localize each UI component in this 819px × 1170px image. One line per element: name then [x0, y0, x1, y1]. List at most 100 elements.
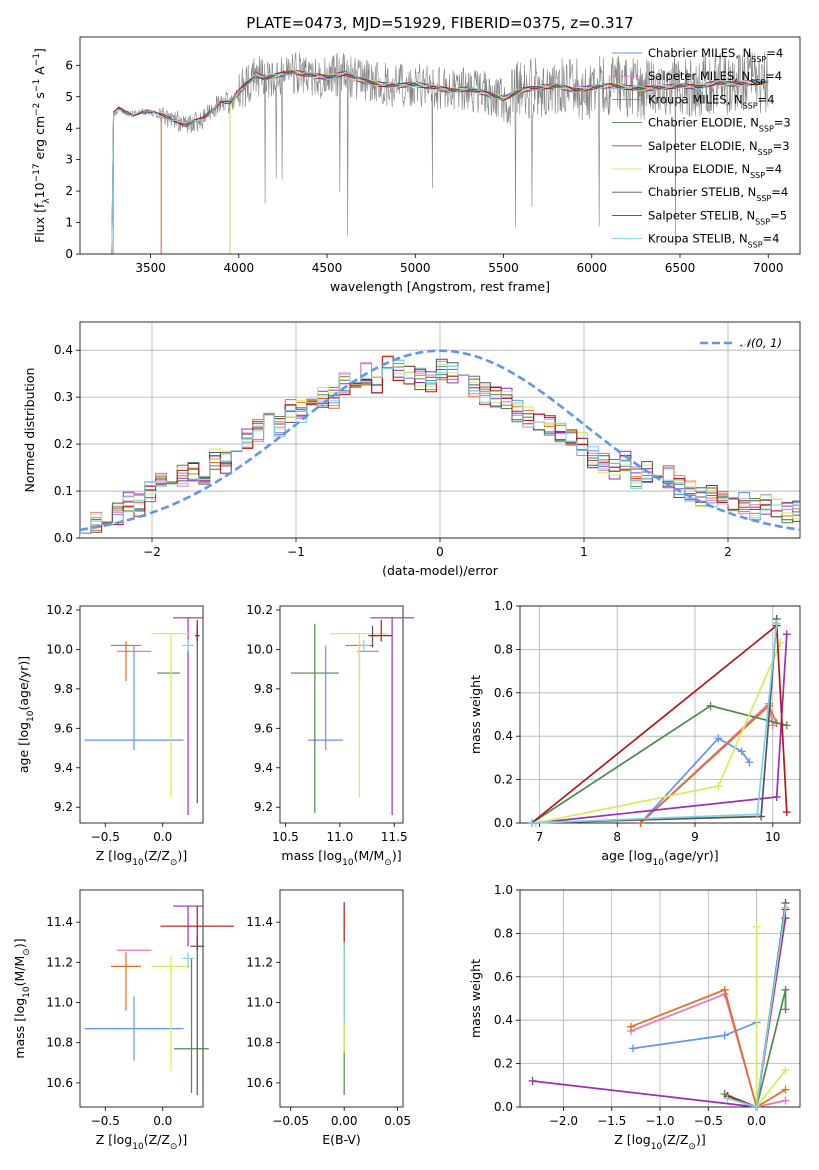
- weight-marker: [782, 721, 791, 730]
- legend-n-prefix: N: [734, 92, 743, 106]
- mass-weight-vs-metallicity-panel: −2.0 −1.5 −1.0 −0.5 0.0 0.0 0.2 0.4 0.6 0.8 1.0 Z […: [468, 883, 801, 1152]
- x-tick-label: −1.5: [597, 1114, 626, 1128]
- y-tick-label: 0.2: [54, 437, 73, 451]
- y-axis-label-post: (age/yr)]: [16, 656, 31, 711]
- legend-n-prefix: N: [741, 162, 750, 176]
- x-axis-label-sub: 10: [132, 858, 144, 868]
- y-tick-label: 9.8: [54, 682, 73, 696]
- y-axis-label-exp3: −1: [32, 79, 42, 92]
- mass-vs-extinction-panel: −0.05 0.00 0.05 10.6 10.8 11.0 11.2 11.4 E(B-V): [246, 889, 411, 1147]
- legend-entry: Chabrier STELIB, NSSP=4: [648, 185, 788, 203]
- y-tick-label: 0.2: [494, 1057, 513, 1071]
- legend-entry: 𝒩(0, 1): [740, 336, 782, 350]
- x-tick-label: −0.5: [91, 1114, 120, 1128]
- y-axis-label-sub: 10: [22, 986, 32, 998]
- legend-series-name: Chabrier MILES: [648, 46, 735, 60]
- legend-series-name: Salpeter ELODIE: [648, 139, 742, 153]
- legend-entry: Salpeter ELODIE, NSSP=3: [648, 139, 790, 157]
- weight-marker: [723, 1094, 732, 1103]
- weight-line: [639, 737, 751, 824]
- figure-title: PLATE=0473, MJD=51929, FIBERID=0375, z=0…: [246, 14, 633, 32]
- x-tick-label: −0.5: [91, 830, 120, 844]
- x-tick-label: −0.05: [272, 1114, 309, 1128]
- legend-series-name: Kroupa STELIB: [648, 232, 732, 246]
- y-axis-label: age [log10(age/yr)]: [16, 656, 36, 773]
- y-tick-label: 9.2: [254, 800, 273, 814]
- weight-marker: [714, 782, 723, 791]
- y-tick-label: 10.2: [246, 603, 273, 617]
- legend-ssp-sub: SSP: [748, 240, 763, 249]
- y-tick-label: 0.4: [54, 343, 73, 357]
- y-axis-label-lambda: λ: [42, 198, 52, 204]
- weight-marker: [753, 810, 762, 819]
- legend-n-prefix: N: [739, 232, 748, 246]
- y-tick-label: 6: [65, 58, 73, 72]
- mass-vs-metallicity-panel: −0.5 0.010.610.811.011.211.4Z [log10(Z/Z⊙…: [12, 889, 235, 1152]
- age-vs-metallicity-panel: −0.5 0.09.29.49.69.810.010.2Z [log10(Z/Z⊙…: [16, 603, 204, 868]
- legend-n-prefix: N: [743, 46, 752, 60]
- y-tick-label: 11.0: [46, 996, 73, 1010]
- y-axis-label-pre: mass [log: [12, 998, 27, 1059]
- y-axis-label: mass weight: [468, 959, 483, 1038]
- y-axis-label-exp4: −1: [32, 53, 42, 66]
- x-axis-label-sub: 10: [132, 1142, 144, 1152]
- x-axis-label-pre: Z [log: [96, 848, 132, 863]
- y-tick-label: 11.2: [46, 955, 73, 969]
- x-tick-label: −1.0: [645, 1114, 674, 1128]
- x-axis-label-pre: mass [log: [281, 848, 342, 863]
- y-tick-label: 9.8: [254, 682, 273, 696]
- legend-n-value: 4: [767, 92, 774, 106]
- legend-ssp-sub: SSP: [759, 124, 774, 133]
- y-tick-label: 0.4: [494, 1013, 513, 1027]
- weight-marker: [720, 1031, 729, 1040]
- x-tick-label: −2.0: [549, 1114, 578, 1128]
- legend-n-value: 4: [781, 185, 788, 199]
- x-tick-label: 10: [765, 830, 780, 844]
- x-tick-label: 0.0: [747, 1114, 766, 1128]
- y-tick-label: 0.2: [494, 773, 513, 787]
- weight-marker: [528, 1076, 537, 1085]
- x-tick-label: 4000: [224, 261, 255, 275]
- x-tick-label: 6500: [665, 261, 696, 275]
- legend-entry: Chabrier MILES, NSSP=4: [648, 46, 783, 64]
- weight-marker: [752, 1103, 761, 1111]
- x-tick-label: 0.0: [153, 1114, 172, 1128]
- y-tick-label: 0.6: [494, 970, 513, 984]
- y-tick-label: 10.0: [246, 642, 273, 656]
- x-axis-label-end: )]: [392, 848, 402, 863]
- y-tick-label: 1: [65, 216, 73, 230]
- y-tick-label: 0.1: [54, 484, 73, 498]
- legend-n-prefix: N: [748, 185, 757, 199]
- x-axis-label: wavelength [Angstrom, rest frame]: [330, 279, 550, 294]
- axes-frame: [279, 605, 404, 824]
- legend-series-name: Salpeter STELIB: [648, 208, 739, 222]
- y-axis-label-s: s: [32, 92, 47, 103]
- weight-marker: [720, 985, 729, 994]
- y-tick-label: 0.0: [494, 816, 513, 830]
- weight-line: [532, 918, 787, 1108]
- y-axis-label-exp2: −2: [32, 103, 42, 116]
- weight-marker: [745, 758, 754, 767]
- legend-ssp-sub: SSP: [750, 171, 765, 180]
- y-tick-label: 2: [65, 184, 73, 198]
- y-tick-label: 0.8: [494, 926, 513, 940]
- x-axis-label-sub: 10: [651, 1142, 663, 1152]
- weight-marker: [752, 922, 761, 931]
- y-tick-label: 9.2: [54, 800, 73, 814]
- weight-line: [630, 988, 786, 1109]
- y-tick-label: 0.4: [494, 729, 513, 743]
- x-tick-label: 0: [436, 545, 444, 559]
- y-axis-label-a: A: [32, 66, 47, 79]
- y-tick-label: 5: [65, 90, 73, 104]
- x-axis-label-sun: ⊙: [170, 858, 178, 868]
- y-tick-label: 4: [65, 121, 73, 135]
- x-tick-label: 0.0: [153, 830, 172, 844]
- x-axis-label: age [log10(age/yr)]: [601, 848, 718, 868]
- x-axis-label-sun: ⊙: [384, 858, 392, 868]
- legend-series-name: Kroupa ELODIE: [648, 162, 734, 176]
- y-tick-label: 10.0: [46, 642, 73, 656]
- weight-marker: [706, 701, 715, 710]
- weight-marker: [781, 1005, 790, 1014]
- legend-ssp-sub: SSP: [755, 217, 770, 226]
